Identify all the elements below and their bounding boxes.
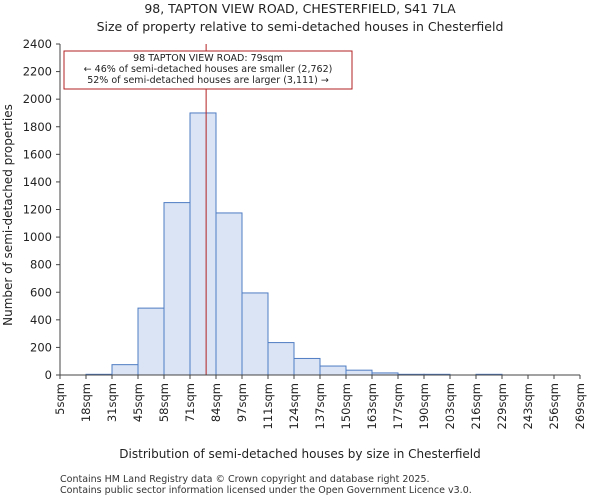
x-tick-label: 163sqm xyxy=(365,383,379,429)
histogram-bar xyxy=(137,307,165,376)
y-tick-label: 2400 xyxy=(23,37,52,51)
histogram-bar xyxy=(163,202,191,376)
x-tick-label: 137sqm xyxy=(313,383,327,429)
x-tick-label: 58sqm xyxy=(157,383,171,422)
annotation-line-3: 52% of semi-detached houses are larger (… xyxy=(87,75,329,86)
y-axis-label: Number of semi-detached properties xyxy=(1,104,15,326)
y-tick-label: 2200 xyxy=(23,65,52,79)
histogram-bar xyxy=(267,342,295,376)
y-tick-label: 1400 xyxy=(23,175,52,189)
x-tick-label: 97sqm xyxy=(235,383,249,422)
y-tick-label: 1000 xyxy=(23,230,52,244)
x-tick-label: 177sqm xyxy=(391,383,405,429)
x-tick-label: 150sqm xyxy=(339,383,353,429)
annotation-line-2: ← 46% of semi-detached houses are smalle… xyxy=(84,64,333,75)
histogram-bar xyxy=(241,292,269,376)
x-tick-label: 229sqm xyxy=(495,383,509,429)
footer-line-2: Contains public sector information licen… xyxy=(60,485,472,496)
y-tick-label: 800 xyxy=(30,258,52,272)
x-tick-label: 216sqm xyxy=(469,383,483,429)
histogram-bar xyxy=(293,357,321,376)
x-tick-label: 71sqm xyxy=(183,383,197,422)
x-tick-label: 111sqm xyxy=(261,383,275,429)
x-tick-label: 84sqm xyxy=(209,383,223,422)
x-tick-label: 203sqm xyxy=(443,383,457,429)
x-tick-label: 256sqm xyxy=(547,383,561,429)
x-ticks: 5sqm 18sqm 31sqm 45sqm 58sqm 71sqm 84sqm 97sqm 1… xyxy=(53,375,587,429)
x-axis-label: Distribution of semi-detached houses by … xyxy=(119,447,480,461)
y-tick-label: 200 xyxy=(30,340,52,354)
x-tick-label: 5sqm xyxy=(53,383,67,415)
x-tick-label: 18sqm xyxy=(79,383,93,422)
x-tick-label: 269sqm xyxy=(573,383,587,429)
histogram-bar xyxy=(111,364,139,376)
bars xyxy=(85,112,503,376)
y-tick-label: 1800 xyxy=(23,120,52,134)
y-tick-label: 2000 xyxy=(23,92,52,106)
x-tick-label: 243sqm xyxy=(521,383,535,429)
y-ticks: 0 200 400 600 800 1000 1200 1400 1600 1800 2000 220… xyxy=(23,37,60,382)
footer-line-1: Contains HM Land Registry data © Crown c… xyxy=(60,474,430,485)
x-tick-label: 31sqm xyxy=(105,383,119,422)
annotation-frame xyxy=(63,50,353,90)
y-tick-label: 1600 xyxy=(23,147,52,161)
y-tick-label: 400 xyxy=(30,313,52,327)
x-tick-label: 190sqm xyxy=(417,383,431,429)
x-tick-label: 45sqm xyxy=(131,383,145,422)
histogram-bar xyxy=(215,212,243,376)
chart-title: 98, TAPTON VIEW ROAD, CHESTERFIELD, S41 … xyxy=(144,1,456,16)
annotation-line-1: 98 TAPTON VIEW ROAD: 79sqm xyxy=(133,53,283,64)
annotation-box: 98 TAPTON VIEW ROAD: 79sqm ← 46% of semi… xyxy=(63,50,353,90)
histogram-bar xyxy=(345,369,373,376)
histogram-bar xyxy=(319,365,347,376)
chart-subtitle: Size of property relative to semi-detach… xyxy=(97,19,504,34)
histogram-bar xyxy=(189,112,217,376)
x-tick-label: 124sqm xyxy=(287,383,301,429)
y-tick-label: 600 xyxy=(30,285,52,299)
y-tick-label: 1200 xyxy=(23,203,52,217)
y-tick-label: 0 xyxy=(45,368,52,382)
